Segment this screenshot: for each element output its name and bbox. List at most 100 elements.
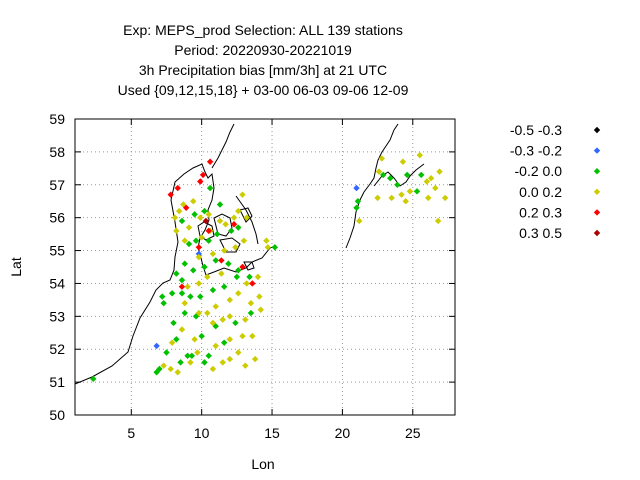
title-line-2: Period: 20220930-20221019 [174,42,352,58]
data-point [185,240,193,248]
data-point [209,319,217,327]
data-point [201,263,208,271]
data-point [187,359,194,366]
data-point [380,171,387,179]
y-tick-label: 52 [49,341,65,357]
legend-marker [593,229,601,237]
legend-marker [593,126,601,134]
data-point [160,299,167,307]
y-tick-label: 50 [49,407,65,423]
data-point [243,280,250,287]
data-point [212,257,219,264]
data-point [249,280,256,287]
data-point [178,283,186,290]
data-point [199,171,207,179]
legend: -0.5 -0.3 -0.3 -0.2 -0.2 0.0 0.0 0.2 0.2 0.3… [510,122,601,241]
data-point [235,207,242,215]
data-point [216,201,224,208]
data-point [220,339,228,346]
data-point [232,319,239,327]
data-point [230,221,238,228]
data-point [242,362,249,369]
data-point [168,339,176,346]
data-point [198,332,205,340]
data-point [247,299,255,307]
data-point [206,184,214,192]
data-point [235,290,242,297]
plot-axes [74,118,456,416]
data-point [174,369,181,376]
legend-label: -0.5 -0.3 [510,122,562,138]
x-tick-label: 5 [127,425,135,441]
data-point [264,244,272,251]
data-point [182,204,190,211]
data-point [226,313,234,320]
data-points [90,151,449,383]
data-point [173,336,180,343]
legend-label: -0.2 0.0 [515,163,563,179]
data-point [418,171,425,179]
data-point [436,168,443,175]
data-point [205,237,212,244]
data-point [235,267,242,274]
data-point [271,244,279,251]
y-tick-label: 51 [49,374,65,390]
data-point [399,158,407,165]
data-point [218,257,225,264]
y-tick-label: 55 [49,243,65,259]
y-tick-label: 56 [49,210,65,226]
data-point [226,336,234,343]
data-point [219,359,226,366]
data-point [163,349,170,356]
data-point [246,273,253,281]
data-point [191,211,198,218]
data-point [195,244,203,251]
data-point [235,349,242,356]
data-point [167,365,174,373]
data-point [441,194,449,202]
data-point [195,253,203,261]
data-point [222,221,229,228]
data-point [178,276,186,284]
data-point [257,306,264,313]
data-point [239,191,246,198]
data-point [263,237,270,244]
legend-marker [593,188,601,195]
data-point [209,286,217,294]
data-point [247,309,255,317]
data-point [240,237,248,244]
coastline-map [74,123,425,385]
data-point [228,227,235,235]
data-point [354,198,362,205]
legend-label: -0.3 -0.2 [510,143,562,159]
data-point [235,224,242,231]
data-point [212,303,219,310]
data-point [249,332,256,340]
data-point [254,273,262,281]
data-point [192,237,200,244]
data-point [201,207,208,215]
data-point [427,175,435,182]
data-point [243,214,250,221]
legend-label: 0.2 0.3 [519,204,562,220]
data-point [184,283,191,290]
grid-lines [75,119,455,415]
data-point [434,217,442,225]
data-point [168,290,176,297]
chart-title: Exp: MEPS_prod Selection: ALL 139 statio… [0,20,526,100]
y-tick-label: 57 [49,177,65,193]
x-tick-label: 15 [264,425,280,441]
data-point [242,316,249,323]
plot-frame [74,118,456,416]
data-point [423,178,431,185]
data-point [159,293,166,300]
data-point [212,342,219,350]
data-point [197,178,204,185]
data-point [90,375,97,383]
data-point [195,309,203,317]
data-point [173,227,180,235]
y-tick-labels: 50 51 52 53 54 55 56 57 58 59 [49,111,65,423]
data-point [356,217,363,225]
data-point [378,155,386,162]
data-point [388,194,395,202]
